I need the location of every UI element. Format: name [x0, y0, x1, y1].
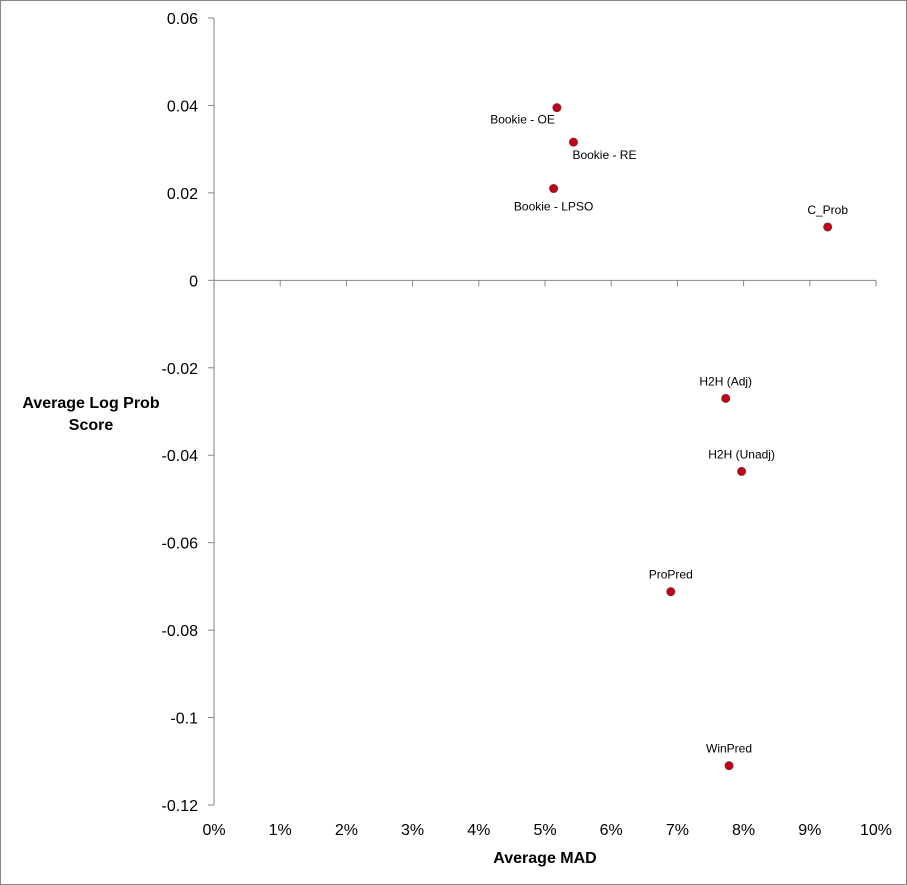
point-propred	[666, 587, 676, 597]
y-tick-label: -0.12	[162, 798, 199, 815]
point-label-bookie-oe: Bookie - OE	[490, 113, 555, 127]
x-tick-label: 4%	[467, 822, 490, 839]
point-winpred	[724, 761, 734, 771]
data-points	[549, 103, 833, 771]
y-tick-label: 0	[189, 273, 198, 290]
x-tick-label: 7%	[666, 822, 689, 839]
point-h2h-unadj	[737, 466, 747, 476]
x-tick-label: 0%	[202, 822, 225, 839]
point-c-prob	[823, 222, 833, 232]
x-tick-label: 2%	[335, 822, 358, 839]
point-bookie-lpso	[549, 184, 559, 194]
y-axis-title-line-1: Average Log Prob	[22, 395, 159, 412]
tick-marks	[208, 17, 877, 806]
point-bookie-re	[568, 137, 578, 147]
y-tick-label: 0.04	[167, 98, 198, 115]
y-axis-title-line-2: Score	[69, 417, 114, 434]
y-tick-label: 0.06	[167, 11, 198, 28]
y-tick-label: -0.04	[162, 448, 199, 465]
point-label-bookie-re: Bookie - RE	[572, 148, 636, 162]
y-tick-label: -0.1	[170, 711, 198, 728]
x-tick-label: 6%	[600, 822, 623, 839]
point-label-h2h-adj: H2H (Adj)	[699, 374, 752, 388]
x-tick-label: 1%	[269, 822, 292, 839]
y-tick-label: -0.08	[162, 623, 199, 640]
tick-labels: 0.06 0.04 0.02 0 -0.02 -0.04 -0.06 -0.08 -0.1 -0.…	[162, 11, 892, 839]
point-label-h2h-unadj: H2H (Unadj)	[708, 447, 775, 461]
point-label-propred: ProPred	[649, 568, 693, 582]
y-tick-label: 0.02	[167, 186, 198, 203]
x-axis-title: Average MAD	[493, 850, 596, 867]
point-bookie-oe	[552, 103, 562, 113]
x-tick-label: 10%	[860, 822, 892, 839]
point-label-c-prob: C_Prob	[807, 203, 848, 217]
point-label-bookie-lpso: Bookie - LPSO	[514, 200, 593, 214]
x-tick-label: 3%	[401, 822, 424, 839]
point-h2h-adj	[721, 393, 731, 403]
y-tick-label: -0.02	[162, 361, 199, 378]
y-tick-label: -0.06	[162, 536, 199, 553]
x-tick-label: 5%	[533, 822, 556, 839]
x-tick-label: 9%	[798, 822, 821, 839]
x-tick-label: 8%	[732, 822, 755, 839]
point-labels: Bookie - OE Bookie - RE Bookie - LPSO C_Pro…	[490, 113, 848, 756]
point-label-winpred: WinPred	[706, 742, 752, 756]
